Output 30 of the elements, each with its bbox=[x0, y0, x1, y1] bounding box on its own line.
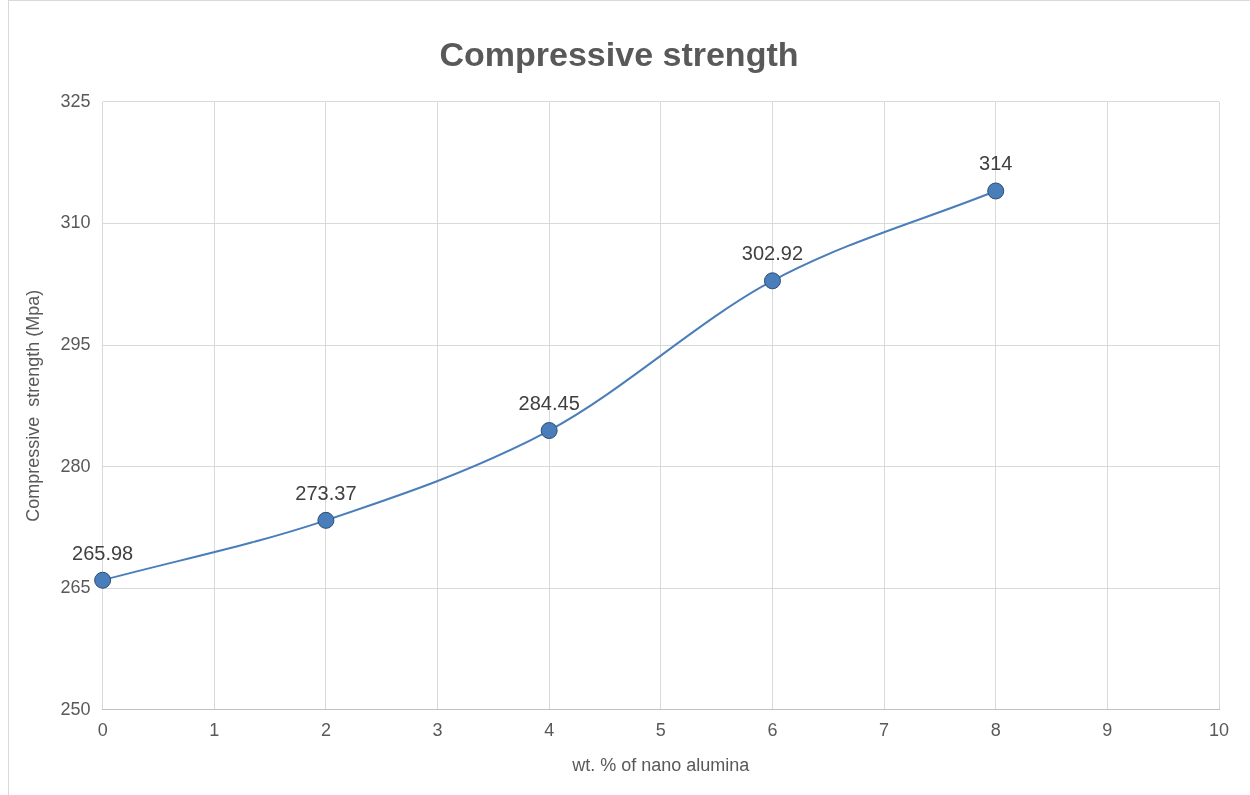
x-tick-label: 3 bbox=[432, 719, 443, 740]
x-tick-label: 6 bbox=[767, 719, 778, 740]
x-tick-label: 10 bbox=[1208, 719, 1230, 740]
data-label: 273.37 bbox=[295, 481, 357, 504]
chart-title: Compressive strength bbox=[439, 34, 799, 73]
data-label: 302.92 bbox=[741, 242, 804, 265]
y-tick-label: 250 bbox=[60, 698, 91, 719]
data-label: 284.45 bbox=[518, 392, 580, 415]
x-tick-label: 2 bbox=[320, 719, 331, 740]
x-tick-label: 0 bbox=[97, 719, 108, 740]
x-tick-label: 1 bbox=[209, 719, 220, 740]
y-tick-label: 280 bbox=[60, 455, 91, 476]
x-axis-title: wt. % of nano alumina bbox=[571, 755, 751, 776]
point bbox=[317, 511, 335, 529]
point bbox=[94, 571, 112, 589]
x-tick-label: 9 bbox=[1102, 719, 1113, 740]
y-tick-label: 265 bbox=[60, 577, 91, 598]
point bbox=[987, 182, 1005, 200]
y-tick-label: 325 bbox=[60, 90, 91, 111]
y-tick-label: 295 bbox=[60, 333, 91, 354]
y-axis-title: Compressive strength (Mpa) bbox=[22, 289, 43, 522]
data-label: 314 bbox=[979, 152, 1013, 175]
x-tick-label: 8 bbox=[990, 719, 1001, 740]
x-tick-label: 7 bbox=[879, 719, 890, 740]
data-label: 265.98 bbox=[72, 541, 134, 564]
x-tick-label: 5 bbox=[655, 719, 666, 740]
x-tick-label: 4 bbox=[544, 719, 555, 740]
point bbox=[540, 422, 558, 440]
y-tick-label: 310 bbox=[60, 212, 91, 233]
point bbox=[763, 272, 781, 290]
